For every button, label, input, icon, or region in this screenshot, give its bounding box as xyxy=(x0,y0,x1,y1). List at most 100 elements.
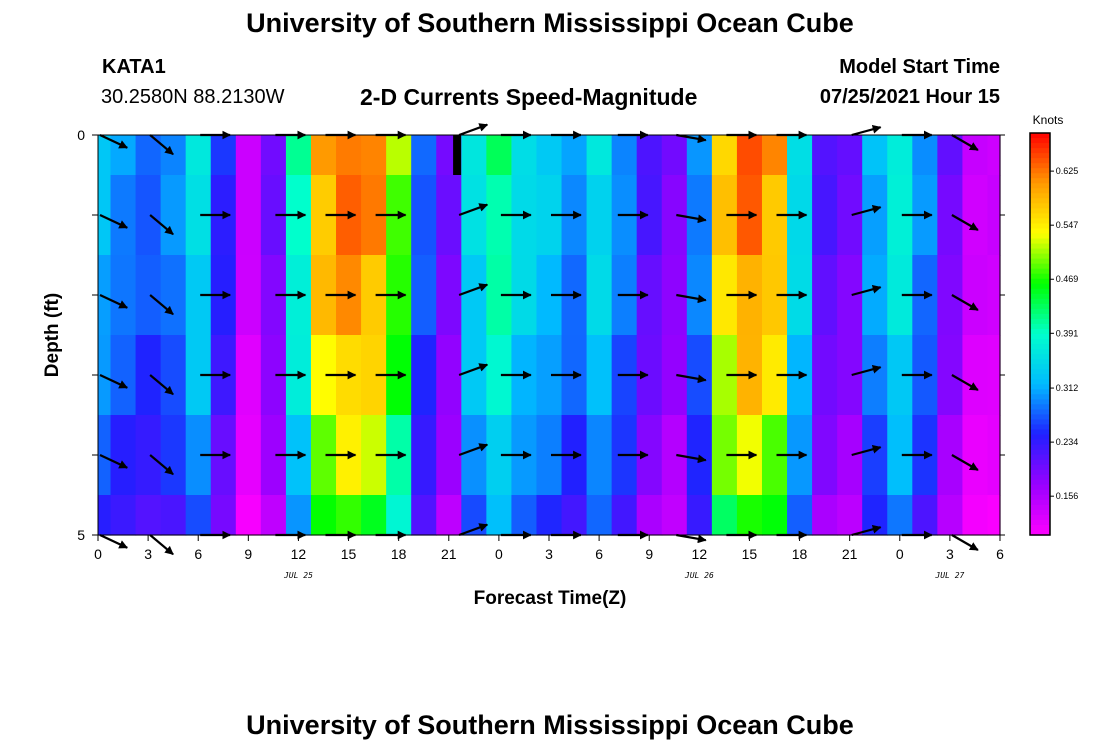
colorbar-unit: Knots xyxy=(1033,113,1064,127)
x-tick-label: 15 xyxy=(742,546,758,562)
current-vector xyxy=(851,365,882,377)
colorbar-segment xyxy=(1030,298,1050,305)
x-tick-label: 6 xyxy=(996,546,1004,562)
colorbar-segment xyxy=(1030,434,1050,441)
heatmap-cell xyxy=(98,335,112,416)
colorbar-segment xyxy=(1030,263,1050,270)
heatmap-cell xyxy=(135,335,162,416)
heatmap-cell xyxy=(436,335,462,416)
heatmap-cell xyxy=(98,255,112,336)
heatmap-cell xyxy=(411,175,437,256)
x-tick-label: 18 xyxy=(391,546,407,562)
heatmap-cell xyxy=(98,175,112,256)
chart-title: 2-D Currents Speed-Magnitude xyxy=(360,84,698,110)
heatmap-cell xyxy=(837,135,863,176)
heatmap-cell xyxy=(686,135,713,176)
heatmap-cell xyxy=(536,135,563,176)
heatmap-cell xyxy=(235,135,262,176)
station-coords: 30.2580N 88.2130W xyxy=(101,86,285,108)
heatmap-cell xyxy=(937,415,964,496)
current-vector xyxy=(851,525,882,537)
heatmap-cell xyxy=(235,415,262,496)
heatmap-cell xyxy=(160,495,187,536)
y-axis-label: Depth (ft) xyxy=(42,293,63,377)
heatmap-cell xyxy=(235,495,262,536)
x-axis-label: Forecast Time(Z) xyxy=(474,588,627,609)
x-tick-label: 9 xyxy=(244,546,252,562)
current-vector xyxy=(951,454,979,471)
colorbar-segment xyxy=(1030,414,1050,421)
heatmap-cell xyxy=(110,175,137,256)
heatmap-cell xyxy=(110,415,137,496)
heatmap-cell xyxy=(787,495,813,536)
heatmap-cell xyxy=(135,175,162,256)
colorbar-tick-label: 0.625 xyxy=(1056,166,1079,176)
heatmap-cell xyxy=(962,495,989,536)
heatmap-cell xyxy=(411,255,437,336)
x-tick-label: 3 xyxy=(946,546,954,562)
heatmap-cell xyxy=(711,135,738,176)
heatmap-cell xyxy=(461,255,487,336)
current-vector xyxy=(458,523,489,537)
x-tick-label: 21 xyxy=(842,546,858,562)
colorbar-segment xyxy=(1030,509,1050,516)
heatmap-cell xyxy=(586,175,613,256)
colorbar-segment xyxy=(1030,253,1050,260)
x-tick-label: 15 xyxy=(341,546,357,562)
colorbar-segment xyxy=(1030,359,1050,365)
current-vector xyxy=(851,285,882,297)
colorbar-segment xyxy=(1030,334,1050,340)
heatmap-cell xyxy=(561,495,588,536)
current-vector xyxy=(99,534,128,549)
colorbar-segment xyxy=(1030,444,1050,451)
heatmap-anomaly-cell xyxy=(453,135,462,175)
colorbar-segment xyxy=(1030,218,1050,225)
current-vector xyxy=(149,374,174,396)
colorbar-segment xyxy=(1030,323,1050,330)
current-vector xyxy=(676,373,707,384)
heatmap-cell xyxy=(962,135,989,176)
heatmap-cell xyxy=(611,495,638,536)
heatmap-cell xyxy=(987,255,1001,336)
heatmap-cell xyxy=(461,415,487,496)
colorbar-segment xyxy=(1030,424,1050,431)
heatmap-cell xyxy=(486,135,513,176)
current-vector xyxy=(676,213,707,224)
heatmap-cell xyxy=(110,335,137,416)
colorbar-segment xyxy=(1030,449,1050,456)
current-vector xyxy=(851,125,882,137)
heatmap-cell xyxy=(98,135,112,176)
current-vector xyxy=(851,205,882,217)
heatmap-cell xyxy=(912,135,938,176)
heatmap-cell xyxy=(160,255,187,336)
heatmap-cell xyxy=(461,135,487,176)
colorbar-segment xyxy=(1030,208,1050,215)
colorbar-segment xyxy=(1030,223,1050,230)
colorbar-segment xyxy=(1030,519,1050,526)
heatmap-cell xyxy=(135,255,162,336)
heatmap-cell xyxy=(937,335,964,416)
x-date-label: JUL 27 xyxy=(934,571,964,580)
current-vector xyxy=(99,214,128,229)
heatmap-cell xyxy=(761,135,788,176)
colorbar-segment xyxy=(1030,293,1050,300)
heatmap-cell xyxy=(461,175,487,256)
heatmap-cell xyxy=(686,415,713,496)
colorbar-segment xyxy=(1030,313,1050,320)
axes: 0 3 6 9 12 15 18 21 0 3 6 9 12 15 18 21 0 3 6 JUL 25 JUL 26 J… xyxy=(77,127,1005,580)
current-vector xyxy=(458,203,489,217)
colorbar-segment xyxy=(1030,429,1050,436)
heatmap-cell xyxy=(411,335,437,416)
heatmap-cell xyxy=(787,135,813,176)
x-tick-label: 3 xyxy=(545,546,553,562)
colorbar-segment xyxy=(1030,364,1050,370)
colorbar-segment xyxy=(1030,469,1050,476)
colorbar-segment xyxy=(1030,158,1050,164)
current-vector xyxy=(458,283,489,297)
heatmap-cell xyxy=(812,175,838,256)
heatmap-cell xyxy=(411,135,437,176)
colorbar-segment xyxy=(1030,198,1050,204)
heatmap-cell xyxy=(235,335,262,416)
heatmap-cell xyxy=(862,255,888,336)
